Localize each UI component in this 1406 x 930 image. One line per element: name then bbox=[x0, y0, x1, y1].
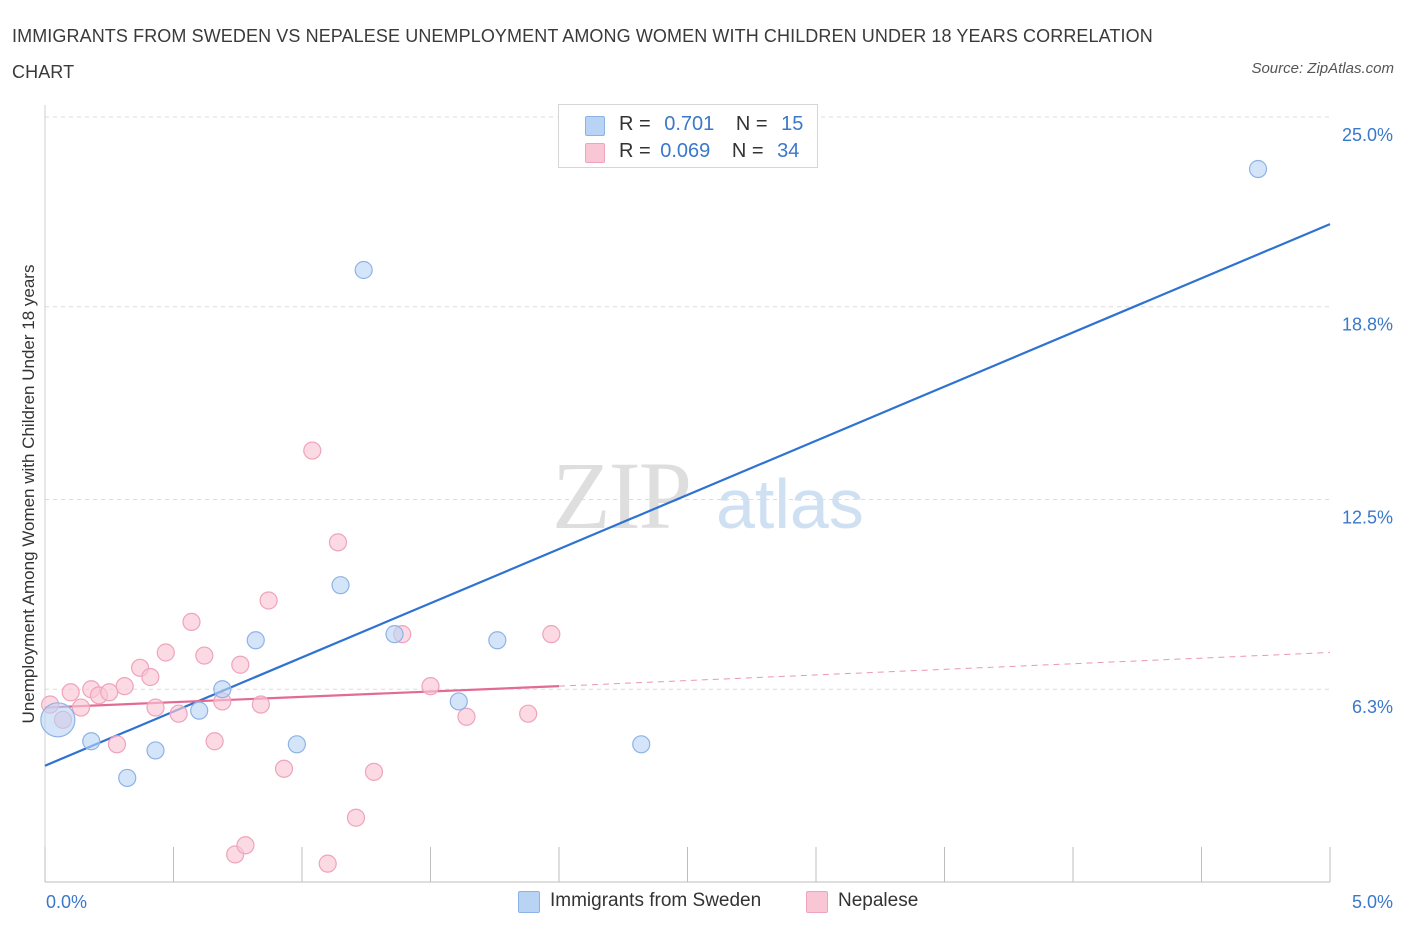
point-nepalese bbox=[205, 732, 224, 751]
point-nepalese bbox=[364, 762, 384, 781]
point-nepalese bbox=[457, 707, 476, 726]
point-nepalese bbox=[182, 612, 201, 632]
point-sweden bbox=[190, 701, 209, 720]
point-nepalese bbox=[421, 677, 440, 696]
legend-swatch-nepalese bbox=[585, 143, 605, 163]
point-sweden bbox=[40, 702, 76, 738]
point-sweden bbox=[146, 741, 165, 760]
point-sweden bbox=[246, 631, 265, 650]
legend-r-label: R = bbox=[619, 113, 651, 135]
trend-line-nepalese-extension bbox=[558, 652, 1331, 687]
point-sweden bbox=[118, 768, 137, 788]
point-nepalese bbox=[169, 704, 188, 723]
y-tick-label: 12.5% bbox=[1342, 508, 1393, 528]
legend-swatch-sweden bbox=[585, 116, 605, 136]
y-tick-label: 25.0% bbox=[1342, 125, 1393, 145]
point-sweden bbox=[354, 260, 373, 280]
series-label-nepalese: Nepalese bbox=[838, 890, 919, 911]
legend-r-value: 0.069 bbox=[660, 140, 711, 162]
point-sweden bbox=[213, 680, 232, 699]
legend-n-label: N = bbox=[735, 113, 768, 135]
point-nepalese bbox=[195, 646, 214, 665]
point-nepalese bbox=[542, 625, 561, 644]
legend-r-label: R = bbox=[619, 140, 651, 162]
point-nepalese bbox=[61, 683, 80, 702]
legend-r-value: 0.701 bbox=[664, 113, 715, 135]
axis-layer: 6.3% 12.5% 18.8% 25.0% 0.0% 5.0% bbox=[44, 105, 1393, 912]
point-sweden bbox=[331, 576, 350, 595]
point-nepalese bbox=[236, 836, 255, 855]
x-tick-label: 5.0% bbox=[1352, 892, 1393, 912]
legend-n-value: 15 bbox=[781, 113, 804, 135]
series-swatch-nepalese bbox=[806, 891, 828, 913]
stats-legend: R = 0.701 N = 15 R = 0.069 N = 34 bbox=[558, 104, 818, 168]
series-label-sweden: Immigrants from Sweden bbox=[550, 890, 762, 911]
trend-layer bbox=[44, 223, 1331, 767]
legend-n-label: N = bbox=[731, 140, 764, 162]
watermark-zip: ZIP bbox=[552, 442, 690, 549]
point-nepalese bbox=[71, 698, 91, 717]
point-layer bbox=[40, 159, 1268, 873]
point-sweden bbox=[385, 625, 404, 644]
point-sweden bbox=[1248, 159, 1268, 179]
trend-line-sweden bbox=[44, 223, 1331, 767]
point-nepalese bbox=[107, 735, 127, 754]
x-tick-label: 0.0% bbox=[46, 892, 87, 912]
source-label: Source: ZipAtlas.com bbox=[1251, 60, 1394, 77]
point-nepalese bbox=[231, 655, 250, 674]
trend-line-nepalese bbox=[44, 685, 560, 709]
point-sweden bbox=[82, 732, 101, 751]
point-nepalese bbox=[100, 683, 119, 702]
series-swatch-sweden bbox=[518, 891, 540, 913]
point-sweden bbox=[449, 692, 468, 711]
point-nepalese bbox=[156, 643, 175, 662]
point-nepalese bbox=[303, 441, 322, 460]
point-sweden bbox=[488, 631, 507, 650]
chart-title: IMMIGRANTS FROM SWEDEN VS NEPALESE UNEMP… bbox=[12, 26, 1153, 82]
point-nepalese bbox=[318, 854, 337, 873]
watermark-atlas: atlas bbox=[716, 465, 864, 543]
y-tick-label: 18.8% bbox=[1342, 315, 1393, 335]
point-nepalese bbox=[146, 698, 165, 717]
point-nepalese bbox=[141, 667, 160, 687]
point-nepalese bbox=[115, 677, 134, 696]
y-axis-label: Unemployment Among Women with Children U… bbox=[19, 265, 38, 724]
point-nepalese bbox=[346, 808, 366, 827]
point-nepalese bbox=[519, 704, 538, 723]
point-nepalese bbox=[259, 591, 278, 610]
point-sweden bbox=[632, 735, 651, 754]
point-nepalese bbox=[328, 533, 348, 552]
point-nepalese bbox=[251, 695, 270, 714]
y-tick-label: 6.3% bbox=[1352, 697, 1393, 717]
legend-n-value: 34 bbox=[777, 140, 800, 162]
grid-layer bbox=[45, 116, 1330, 690]
point-nepalese bbox=[274, 759, 294, 778]
point-sweden bbox=[287, 735, 306, 754]
